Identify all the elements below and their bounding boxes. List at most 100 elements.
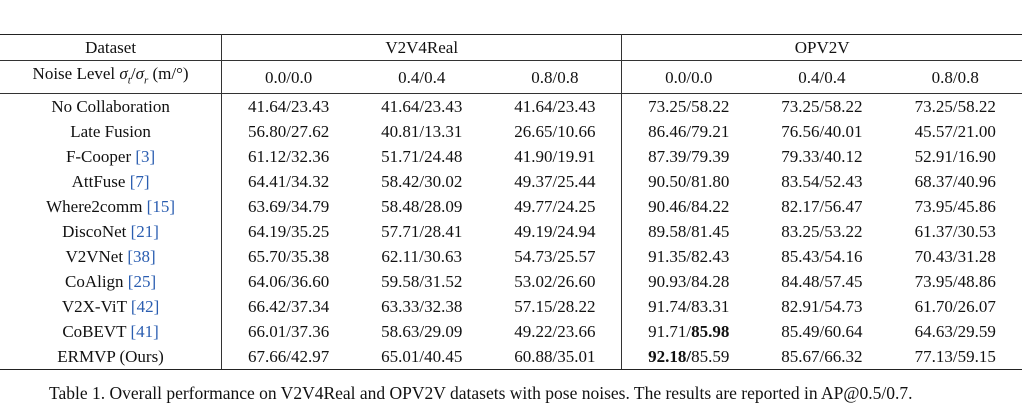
value-cell: 58.63/29.09 xyxy=(381,322,463,342)
value-cell: 65.01/40.45 xyxy=(355,344,489,371)
value-cell: 64.63/29.59 xyxy=(914,322,996,342)
citation-link[interactable]: [25] xyxy=(127,272,157,292)
value-cell: 64.19/35.25 xyxy=(247,222,330,242)
value-cell: 61.37/30.53 xyxy=(914,222,996,242)
noise-level-cell: 0.4/0.4 xyxy=(355,60,489,95)
value-cell: 76.56/40.01 xyxy=(781,122,863,142)
value-cell: 66.01/37.36 xyxy=(247,322,330,342)
value-cell: 63.33/32.38 xyxy=(381,297,463,317)
value-cell: 62.11/30.63 xyxy=(381,247,463,267)
citation-link[interactable]: [41] xyxy=(130,322,159,342)
value-cell: 58.42/30.02 xyxy=(381,172,463,192)
citation-link[interactable]: [38] xyxy=(127,247,156,267)
method-name: DiscoNet [21] xyxy=(0,219,223,245)
v2v4real-header: V2V4Real xyxy=(221,34,623,61)
header-row-noise: Noise Level σt/σr (m/°) 0.0/0.0 0.4/0.4 … xyxy=(0,60,1022,95)
citation-link[interactable]: [42] xyxy=(130,297,160,317)
citation-link[interactable]: [21] xyxy=(130,222,159,242)
value-cell: 83.25/53.22 xyxy=(781,222,863,242)
value-cell: 49.22/23.66 xyxy=(488,319,623,345)
value-cell: 82.17/56.47 xyxy=(781,197,863,217)
value-cell: 73.95/48.86 xyxy=(914,272,996,292)
value-cell: 90.50/81.80 xyxy=(648,172,730,192)
table-row: V2VNet [38] 65.70/35.38 62.11/30.63 54.7… xyxy=(0,244,1022,270)
value-cell: 89.58/81.45 xyxy=(648,222,730,242)
method-name: Late Fusion xyxy=(0,119,223,145)
value-cell: 90.46/84.22 xyxy=(648,197,730,217)
table-row: DiscoNet [21] 64.19/35.25 57.71/28.41 49… xyxy=(0,219,1022,245)
value-cell: 65.70/35.38 xyxy=(247,247,330,267)
dataset-header: Dataset xyxy=(0,34,223,61)
value-cell: 41.64/23.43 xyxy=(488,93,623,120)
value-cell: 59.58/31.52 xyxy=(381,272,463,292)
noise-level-cell: 0.4/0.4 xyxy=(755,60,889,95)
value-cell: 63.69/34.79 xyxy=(247,197,330,217)
method-name: V2X-ViT [42] xyxy=(0,294,223,320)
value-cell: 57.15/28.22 xyxy=(488,294,623,320)
value-cell: 61.12/32.36 xyxy=(247,147,330,167)
value-cell: 49.77/24.25 xyxy=(488,194,623,220)
table-row: Late Fusion 56.80/27.62 40.81/13.31 26.6… xyxy=(0,119,1022,145)
table-row: V2X-ViT [42] 66.42/37.34 63.33/32.38 57.… xyxy=(0,294,1022,320)
method-name: CoBEVT [41] xyxy=(0,319,223,345)
table-row: Where2comm [15] 63.69/34.79 58.48/28.09 … xyxy=(0,194,1022,220)
value-cell: 60.88/35.01 xyxy=(488,344,623,371)
value-cell: 66.42/37.34 xyxy=(247,297,330,317)
value-cell: 85.49/60.64 xyxy=(781,322,863,342)
value-cell: 54.73/25.57 xyxy=(488,244,623,270)
method-name: F-Cooper [3] xyxy=(0,144,223,170)
value-cell: 26.65/10.66 xyxy=(488,119,623,145)
method-name: Where2comm [15] xyxy=(0,194,223,220)
citation-link[interactable]: [3] xyxy=(135,147,156,167)
value-cell: 91.71/85.98 xyxy=(648,322,730,342)
best-value-bold: 85.98 xyxy=(691,322,730,342)
value-cell: 41.64/23.43 xyxy=(247,97,330,117)
header-row-datasets: Dataset V2V4Real OPV2V xyxy=(0,34,1022,61)
value-cell: 49.37/25.44 xyxy=(488,169,623,195)
plain-value-tail: 85.59 xyxy=(691,347,730,367)
value-cell: 79.33/40.12 xyxy=(781,147,863,167)
value-cell: 90.93/84.28 xyxy=(648,272,730,292)
value-cell: 53.02/26.60 xyxy=(488,269,623,295)
table-caption: Table 1. Overall performance on V2V4Real… xyxy=(49,383,913,403)
citation-link[interactable]: [7] xyxy=(129,172,150,192)
value-cell: 73.25/58.22 xyxy=(914,97,996,117)
value-cell: 87.39/79.39 xyxy=(648,147,730,167)
value-cell: 68.37/40.96 xyxy=(914,172,996,192)
table-row-ours: ERMVP (Ours) 67.66/42.97 65.01/40.45 60.… xyxy=(0,344,1022,371)
value-cell: 83.54/52.43 xyxy=(781,172,863,192)
value-cell: 73.25/58.22 xyxy=(648,97,730,117)
method-name: CoAlign [25] xyxy=(0,269,223,295)
table-row: CoBEVT [41] 66.01/37.36 58.63/29.09 49.2… xyxy=(0,319,1022,345)
value-cell: 86.46/79.21 xyxy=(648,122,730,142)
value-cell: 85.43/54.16 xyxy=(781,247,863,267)
value-cell: 70.43/31.28 xyxy=(914,247,996,267)
method-name: No Collaboration xyxy=(0,93,223,120)
method-name: AttFuse [7] xyxy=(0,169,223,195)
table-row: CoAlign [25] 64.06/36.60 59.58/31.52 53.… xyxy=(0,269,1022,295)
value-cell: 52.91/16.90 xyxy=(914,147,996,167)
value-cell: 73.25/58.22 xyxy=(781,97,863,117)
value-cell: 77.13/59.15 xyxy=(888,344,1022,371)
value-cell: 45.57/21.00 xyxy=(914,122,996,142)
value-cell: 57.71/28.41 xyxy=(381,222,463,242)
opv2v-header: OPV2V xyxy=(621,34,1022,61)
noise-level-cell: 0.8/0.8 xyxy=(888,60,1022,95)
results-table: Dataset V2V4Real OPV2V Noise Level σt/σr… xyxy=(0,34,1022,371)
noise-level-cell: 0.0/0.0 xyxy=(621,60,756,95)
noise-level-header: Noise Level σt/σr (m/°) xyxy=(0,60,223,95)
value-cell: 92.18/85.59 xyxy=(621,344,756,371)
value-cell: 56.80/27.62 xyxy=(247,122,330,142)
citation-link[interactable]: [15] xyxy=(146,197,176,217)
noise-label-prefix: Noise Level xyxy=(32,64,120,83)
value-cell: 84.48/57.45 xyxy=(781,272,863,292)
noise-level-cell: 0.8/0.8 xyxy=(488,60,623,95)
table-row: AttFuse [7] 64.41/34.32 58.42/30.02 49.3… xyxy=(0,169,1022,195)
value-cell: 40.81/13.31 xyxy=(381,122,463,142)
value-cell: 61.70/26.07 xyxy=(914,297,996,317)
value-cell: 82.91/54.73 xyxy=(781,297,863,317)
table-row: No Collaboration 41.64/23.43 41.64/23.43… xyxy=(0,93,1022,120)
noise-level-cell: 0.0/0.0 xyxy=(221,60,356,95)
value-cell: 67.66/42.97 xyxy=(221,344,356,371)
